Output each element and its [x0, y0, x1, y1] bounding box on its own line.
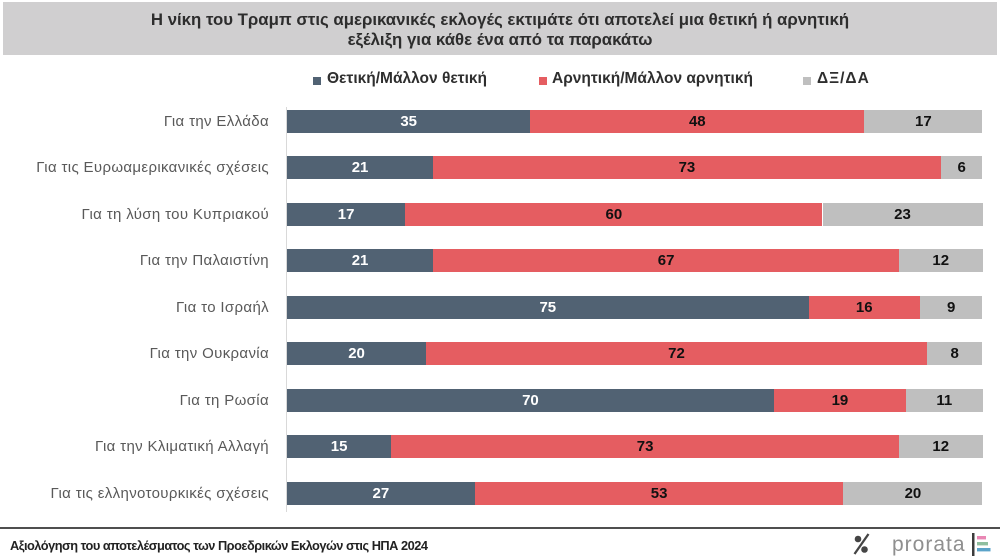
svg-text:prorata: prorata: [892, 533, 966, 556]
